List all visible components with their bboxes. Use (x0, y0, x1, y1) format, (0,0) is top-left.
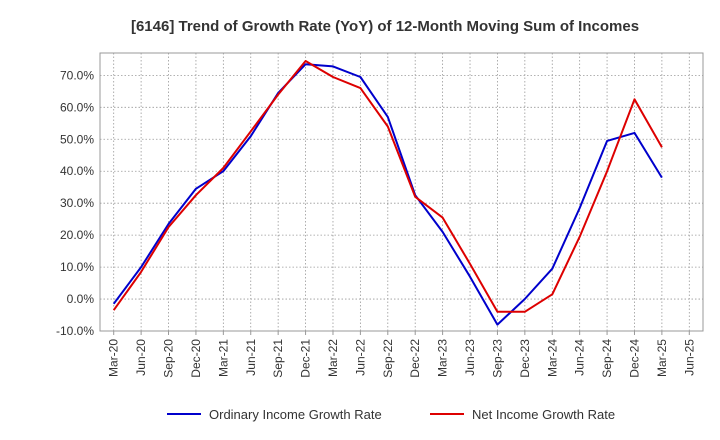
x-tick-label: Mar-23 (436, 339, 450, 377)
legend-label-0: Ordinary Income Growth Rate (209, 407, 382, 422)
y-tick-label: 10.0% (60, 260, 94, 274)
x-tick-label: Mar-20 (107, 339, 121, 377)
series-layer (112, 60, 663, 326)
x-axis: Mar-20 Jun-20 Sep-20 Dec-20 Mar-21 Jun-21 Sep-… (107, 331, 696, 378)
y-tick-label: 30.0% (60, 196, 94, 210)
x-tick-label: Dec-22 (408, 339, 422, 378)
x-tick-label: Jun-24 (573, 339, 587, 376)
y-tick-label: 40.0% (60, 164, 94, 178)
grid-lines (100, 53, 703, 332)
y-axis: -10.0% 0.0% 10.0% 20.0% 30.0% 40.0% 50.0% 60.0%… (56, 68, 94, 338)
x-tick-label: Dec-20 (189, 339, 203, 378)
y-tick-label: -10.0% (56, 324, 94, 338)
x-tick-label: Mar-24 (545, 339, 559, 377)
x-tick-label: Jun-21 (244, 339, 258, 376)
x-tick-label: Mar-21 (216, 339, 230, 377)
x-tick-label: Mar-25 (655, 339, 669, 377)
x-tick-label: Dec-21 (299, 339, 313, 378)
y-tick-label: 20.0% (60, 228, 94, 242)
x-tick-label: Dec-24 (627, 339, 641, 378)
x-tick-label: Jun-22 (353, 339, 367, 376)
legend-label-1: Net Income Growth Rate (472, 407, 615, 422)
y-tick-label: 60.0% (60, 100, 94, 114)
legend: Ordinary Income Growth Rate Net Income Gr… (167, 407, 615, 422)
x-tick-label: Sep-23 (490, 339, 504, 378)
chart-title: [6146] Trend of Growth Rate (YoY) of 12-… (131, 18, 639, 35)
x-tick-label: Sep-21 (271, 339, 285, 378)
x-tick-label: Sep-24 (600, 339, 614, 378)
x-tick-label: Mar-22 (326, 339, 340, 377)
y-tick-label: 70.0% (60, 68, 94, 82)
series-line-1 (112, 60, 663, 313)
x-tick-label: Jun-25 (682, 339, 696, 376)
x-tick-label: Jun-20 (134, 339, 148, 376)
x-tick-label: Sep-20 (162, 339, 176, 378)
plot-area (99, 52, 704, 332)
y-tick-label: 50.0% (60, 132, 94, 146)
y-tick-label: 0.0% (67, 292, 95, 306)
x-tick-label: Dec-23 (518, 339, 532, 378)
x-tick-label: Sep-22 (381, 339, 395, 378)
series-line-0 (112, 63, 663, 326)
x-tick-label: Jun-23 (463, 339, 477, 376)
